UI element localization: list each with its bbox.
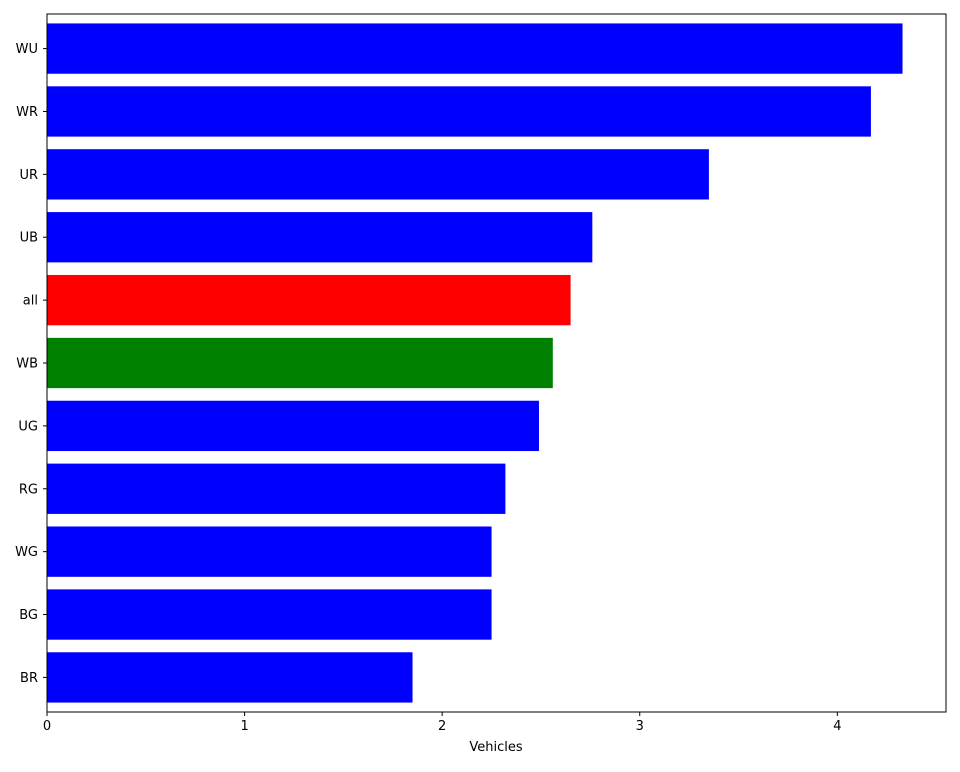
x-axis-ticks: 0 1 2 3 4 (43, 712, 841, 734)
bar-wb (47, 337, 553, 389)
y-tick-label: WB (16, 357, 38, 372)
bar-ur (47, 149, 709, 200)
bar-all (47, 274, 571, 326)
bar-ub (47, 212, 593, 263)
y-tick-label: all (23, 294, 38, 309)
x-tick-label: 4 (833, 719, 841, 734)
y-tick-label: UB (20, 231, 38, 246)
plot-frame (46, 13, 947, 713)
y-tick-label: UG (18, 419, 38, 434)
bar-wr (47, 86, 871, 137)
y-tick-label: RG (19, 482, 38, 497)
y-axis-ticks: WU WR UR UB all WB UG RG WG BG BR (15, 42, 47, 686)
bar-wg (47, 526, 492, 577)
x-tick-label: 3 (636, 719, 644, 734)
x-axis-label: Vehicles (469, 740, 522, 755)
bar-rg (47, 463, 506, 514)
bars-layer (47, 23, 903, 703)
bar-wu (47, 23, 903, 74)
bar-bg (47, 589, 492, 640)
y-tick-label: WU (16, 42, 38, 57)
y-tick-label: BG (19, 608, 38, 623)
bar-ug (47, 400, 539, 452)
y-tick-label: UR (19, 168, 38, 183)
x-tick-label: 0 (43, 719, 51, 734)
x-tick-label: 2 (438, 719, 446, 734)
y-tick-label: BR (20, 671, 38, 686)
y-tick-label: WR (16, 105, 38, 120)
bar-br (47, 652, 413, 703)
y-tick-label: WG (15, 545, 38, 560)
x-tick-label: 1 (240, 719, 248, 734)
